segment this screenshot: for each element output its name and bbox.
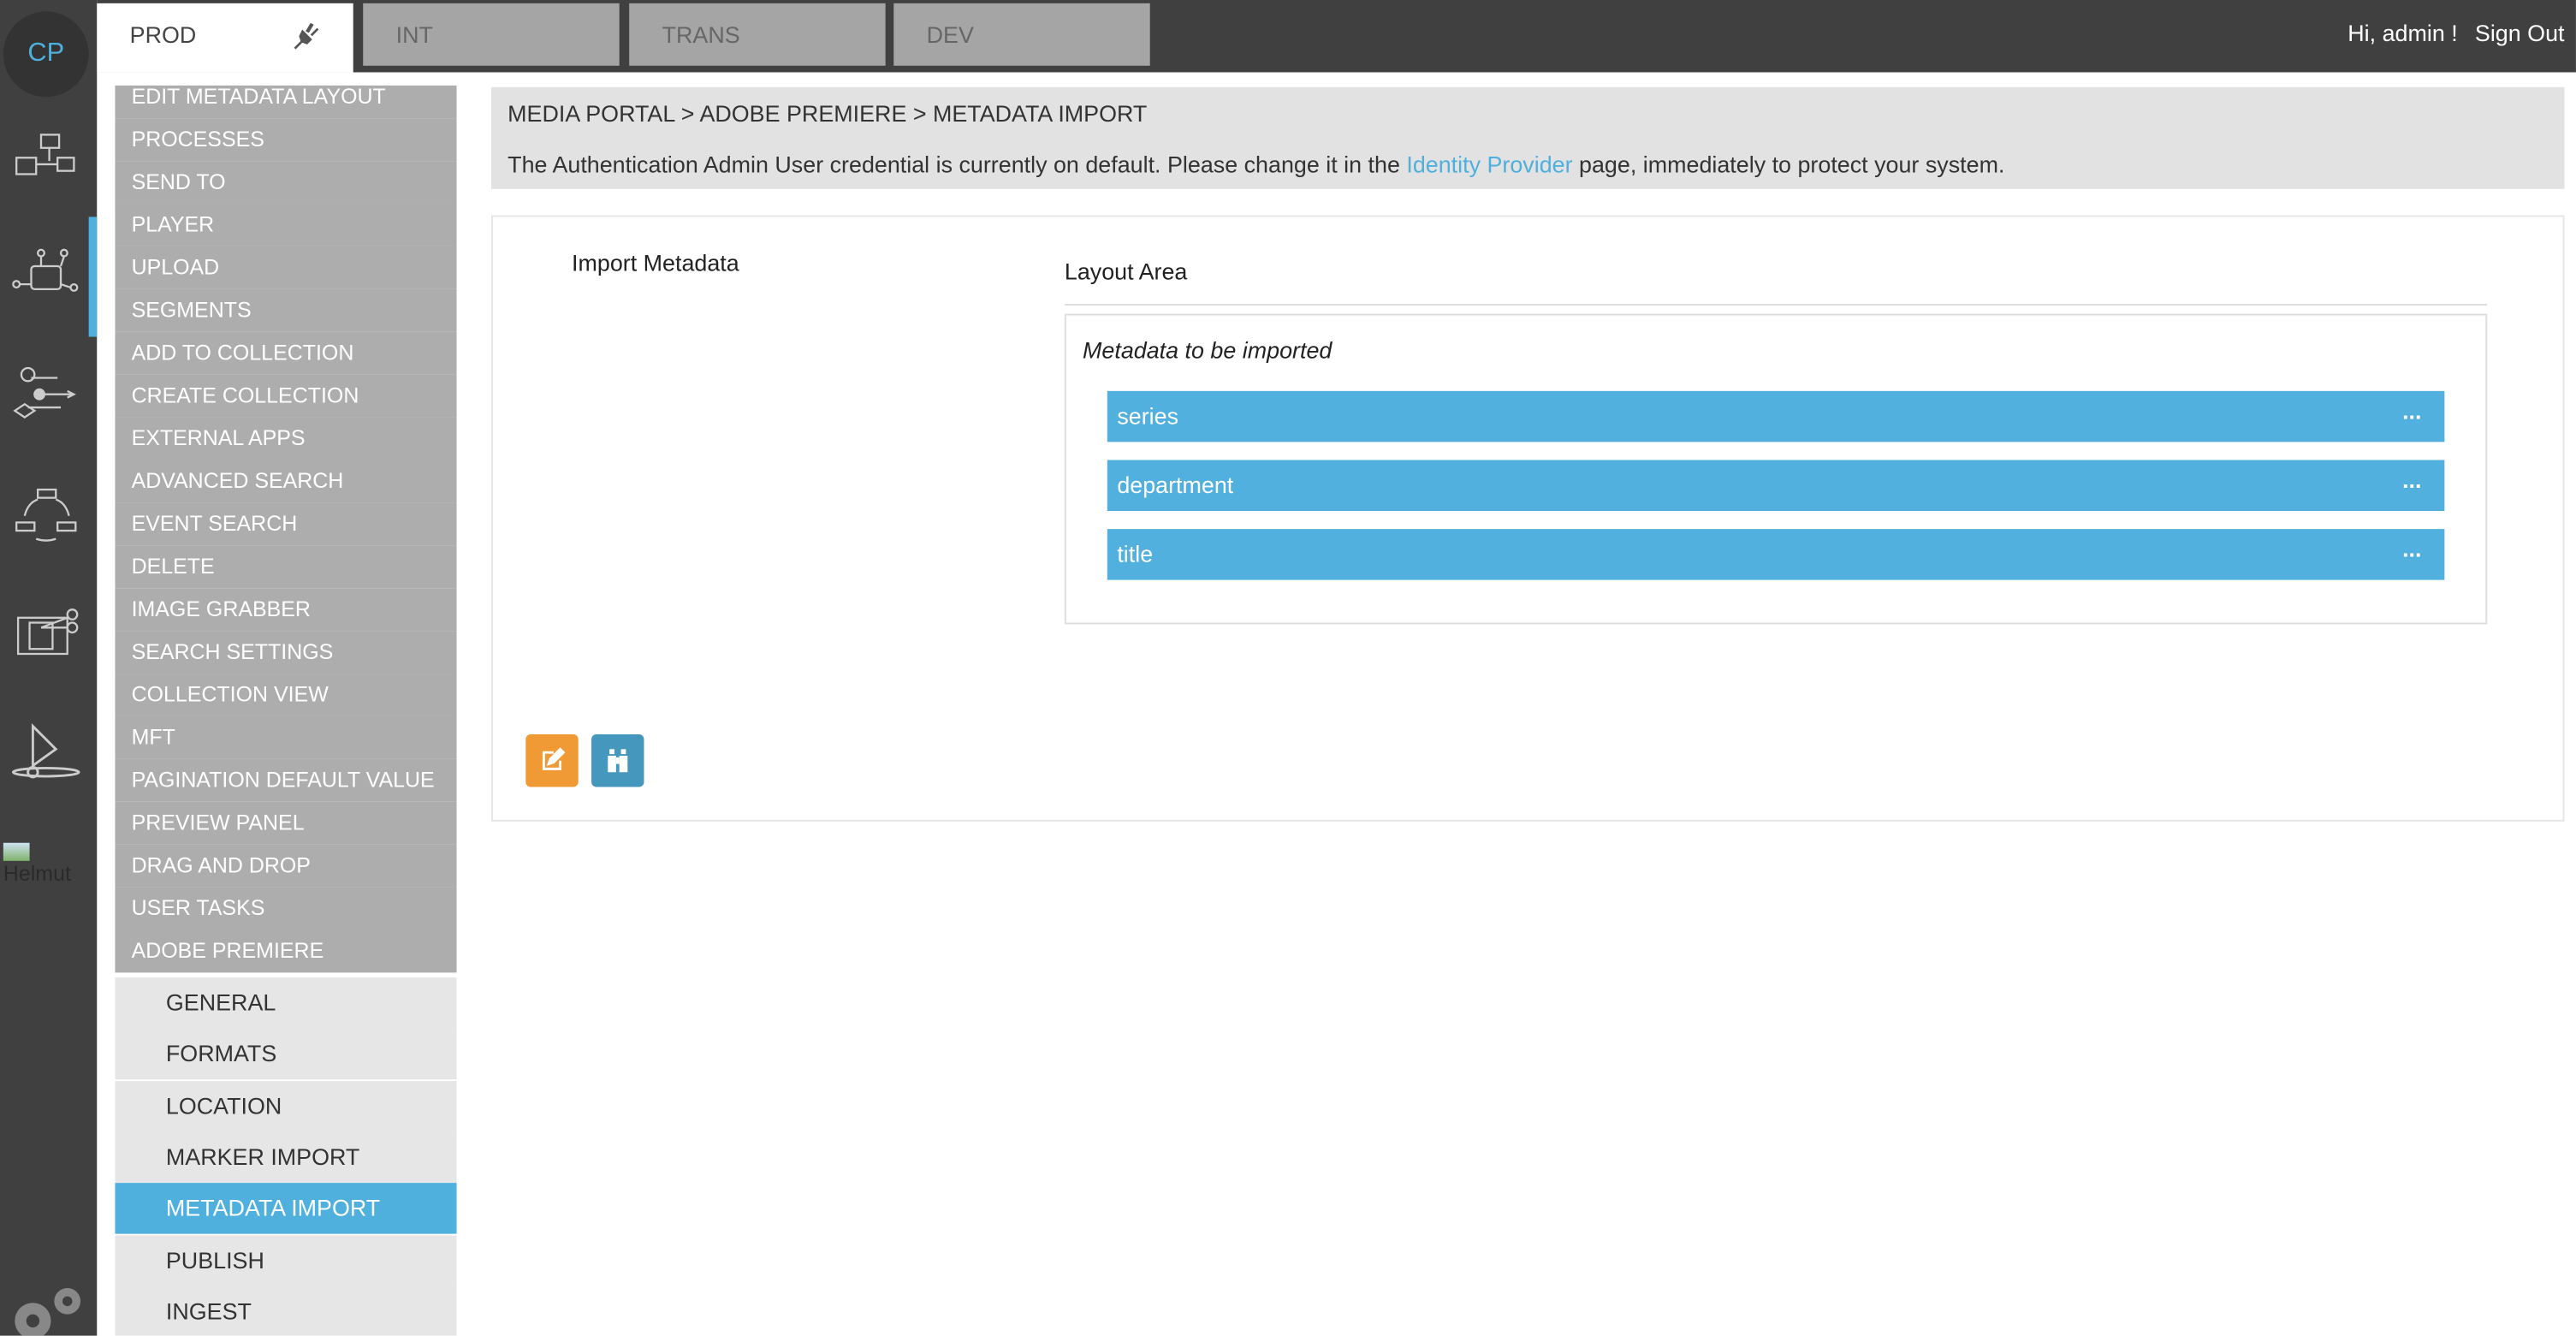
menu-item-processes[interactable]: PROCESSES	[115, 118, 457, 162]
menu-item-preview-panel[interactable]: PREVIEW PANEL	[115, 801, 457, 845]
metadata-field-title[interactable]: title...	[1107, 529, 2445, 580]
tab-label: PROD	[129, 21, 197, 48]
menu-item-mft[interactable]: MFT	[115, 716, 457, 759]
submenu-item-publish[interactable]: PUBLISH	[115, 1234, 457, 1286]
broken-user-image: Helmut	[3, 842, 71, 886]
user-greeting: Hi, admin !	[2347, 20, 2458, 46]
menu-item-search-settings[interactable]: SEARCH SETTINGS	[115, 631, 457, 674]
notice-text: The Authentication Admin User credential…	[507, 151, 1407, 178]
divider	[1064, 304, 2488, 306]
environment-tabs-bar: PROD INT TRANS DEV Hi, admin ! Sign Out	[97, 0, 2576, 73]
menu-item-edit-metadata-layout[interactable]: EDIT METADATA LAYOUT	[115, 85, 457, 119]
layout-area-label: Layout Area	[1064, 258, 1188, 285]
tab-int[interactable]: INT	[363, 3, 620, 66]
breadcrumb: MEDIA PORTAL > ADOBE PREMIERE > METADATA…	[507, 100, 1148, 127]
menu-item-create-collection[interactable]: CREATE COLLECTION	[115, 374, 457, 418]
settings-gears-icon[interactable]	[7, 1285, 86, 1336]
image-placeholder-icon	[3, 842, 30, 861]
menu-item-delete[interactable]: DELETE	[115, 545, 457, 589]
field-label: series	[1117, 402, 1179, 430]
notice-text-end: page, immediately to protect your system…	[1572, 151, 2005, 178]
metadata-field-series[interactable]: series...	[1107, 390, 2445, 442]
workflow-icon[interactable]	[9, 358, 84, 433]
submenu-item-general[interactable]: GENERAL	[115, 977, 457, 1029]
menu-item-image-grabber[interactable]: IMAGE GRABBER	[115, 588, 457, 632]
active-section-indicator	[88, 217, 98, 337]
plug-icon	[294, 22, 319, 50]
menu-item-player[interactable]: PLAYER	[115, 204, 457, 246]
menu-item-segments[interactable]: SEGMENTS	[115, 288, 457, 332]
binoculars-icon	[608, 749, 628, 773]
more-options-icon[interactable]: ...	[2402, 466, 2422, 493]
identity-provider-link[interactable]: Identity Provider	[1406, 151, 1573, 178]
cycle-icon[interactable]	[9, 477, 84, 552]
security-notice: The Authentication Admin User credential…	[507, 151, 2004, 178]
header-info: MEDIA PORTAL > ADOBE PREMIERE > METADATA…	[490, 86, 2565, 189]
submenu-item-ingest[interactable]: INGEST	[115, 1286, 457, 1336]
tab-prod[interactable]: PROD	[97, 3, 353, 73]
menu-item-pagination-default-value[interactable]: PAGINATION DEFAULT VALUE	[115, 758, 457, 802]
publish-icon[interactable]	[9, 716, 84, 792]
edit-button[interactable]	[525, 734, 579, 787]
icon-sidebar: CP Helmut	[0, 0, 98, 1336]
metadata-dropzone[interactable]: Metadata to be imported series... depart…	[1064, 313, 2488, 625]
logo[interactable]: CP	[3, 11, 89, 98]
cubes-icon[interactable]	[9, 125, 84, 200]
menu-item-collection-view[interactable]: COLLECTION VIEW	[115, 674, 457, 716]
metadata-field-department[interactable]: department...	[1107, 460, 2445, 511]
menu-item-user-tasks[interactable]: USER TASKS	[115, 887, 457, 930]
menu-item-event-search[interactable]: EVENT SEARCH	[115, 502, 457, 546]
settings-menu: EDIT METADATA LAYOUT PROCESSES SEND TO PLAY…	[115, 85, 457, 1336]
image-grabber-icon[interactable]	[9, 595, 84, 670]
menu-item-advanced-search[interactable]: ADVANCED SEARCH	[115, 460, 457, 503]
sign-out-link[interactable]: Sign Out	[2474, 20, 2565, 46]
submenu-item-marker-import[interactable]: MARKER IMPORT	[115, 1131, 457, 1183]
submenu-item-formats[interactable]: FORMATS	[115, 1029, 457, 1080]
more-options-icon[interactable]: ...	[2402, 397, 2422, 425]
submenu-item-location[interactable]: LOCATION	[115, 1080, 457, 1131]
tab-trans[interactable]: TRANS	[629, 3, 886, 66]
tab-dev[interactable]: DEV	[893, 3, 1150, 66]
submenu-item-metadata-import[interactable]: METADATA IMPORT	[115, 1183, 457, 1234]
search-button[interactable]	[591, 734, 644, 787]
field-label: department	[1117, 471, 1234, 498]
edit-icon	[542, 747, 566, 770]
menu-item-add-to-collection[interactable]: ADD TO COLLECTION	[115, 331, 457, 375]
more-options-icon[interactable]: ...	[2402, 535, 2422, 562]
import-metadata-label: Import Metadata	[572, 249, 739, 276]
menu-item-send-to[interactable]: SEND TO	[115, 161, 457, 205]
field-label: title	[1117, 540, 1154, 567]
network-touch-icon[interactable]	[9, 243, 84, 318]
menu-item-upload[interactable]: UPLOAD	[115, 246, 457, 289]
box-title: Metadata to be imported	[1083, 336, 1333, 364]
menu-item-adobe-premiere[interactable]: ADOBE PREMIERE	[115, 929, 457, 973]
menu-item-external-apps[interactable]: EXTERNAL APPS	[115, 417, 457, 460]
image-alt-text: Helmut	[3, 860, 71, 886]
menu-item-drag-and-drop[interactable]: DRAG AND DROP	[115, 844, 457, 888]
metadata-import-panel: Import Metadata Layout Area Metadata to …	[490, 215, 2565, 822]
